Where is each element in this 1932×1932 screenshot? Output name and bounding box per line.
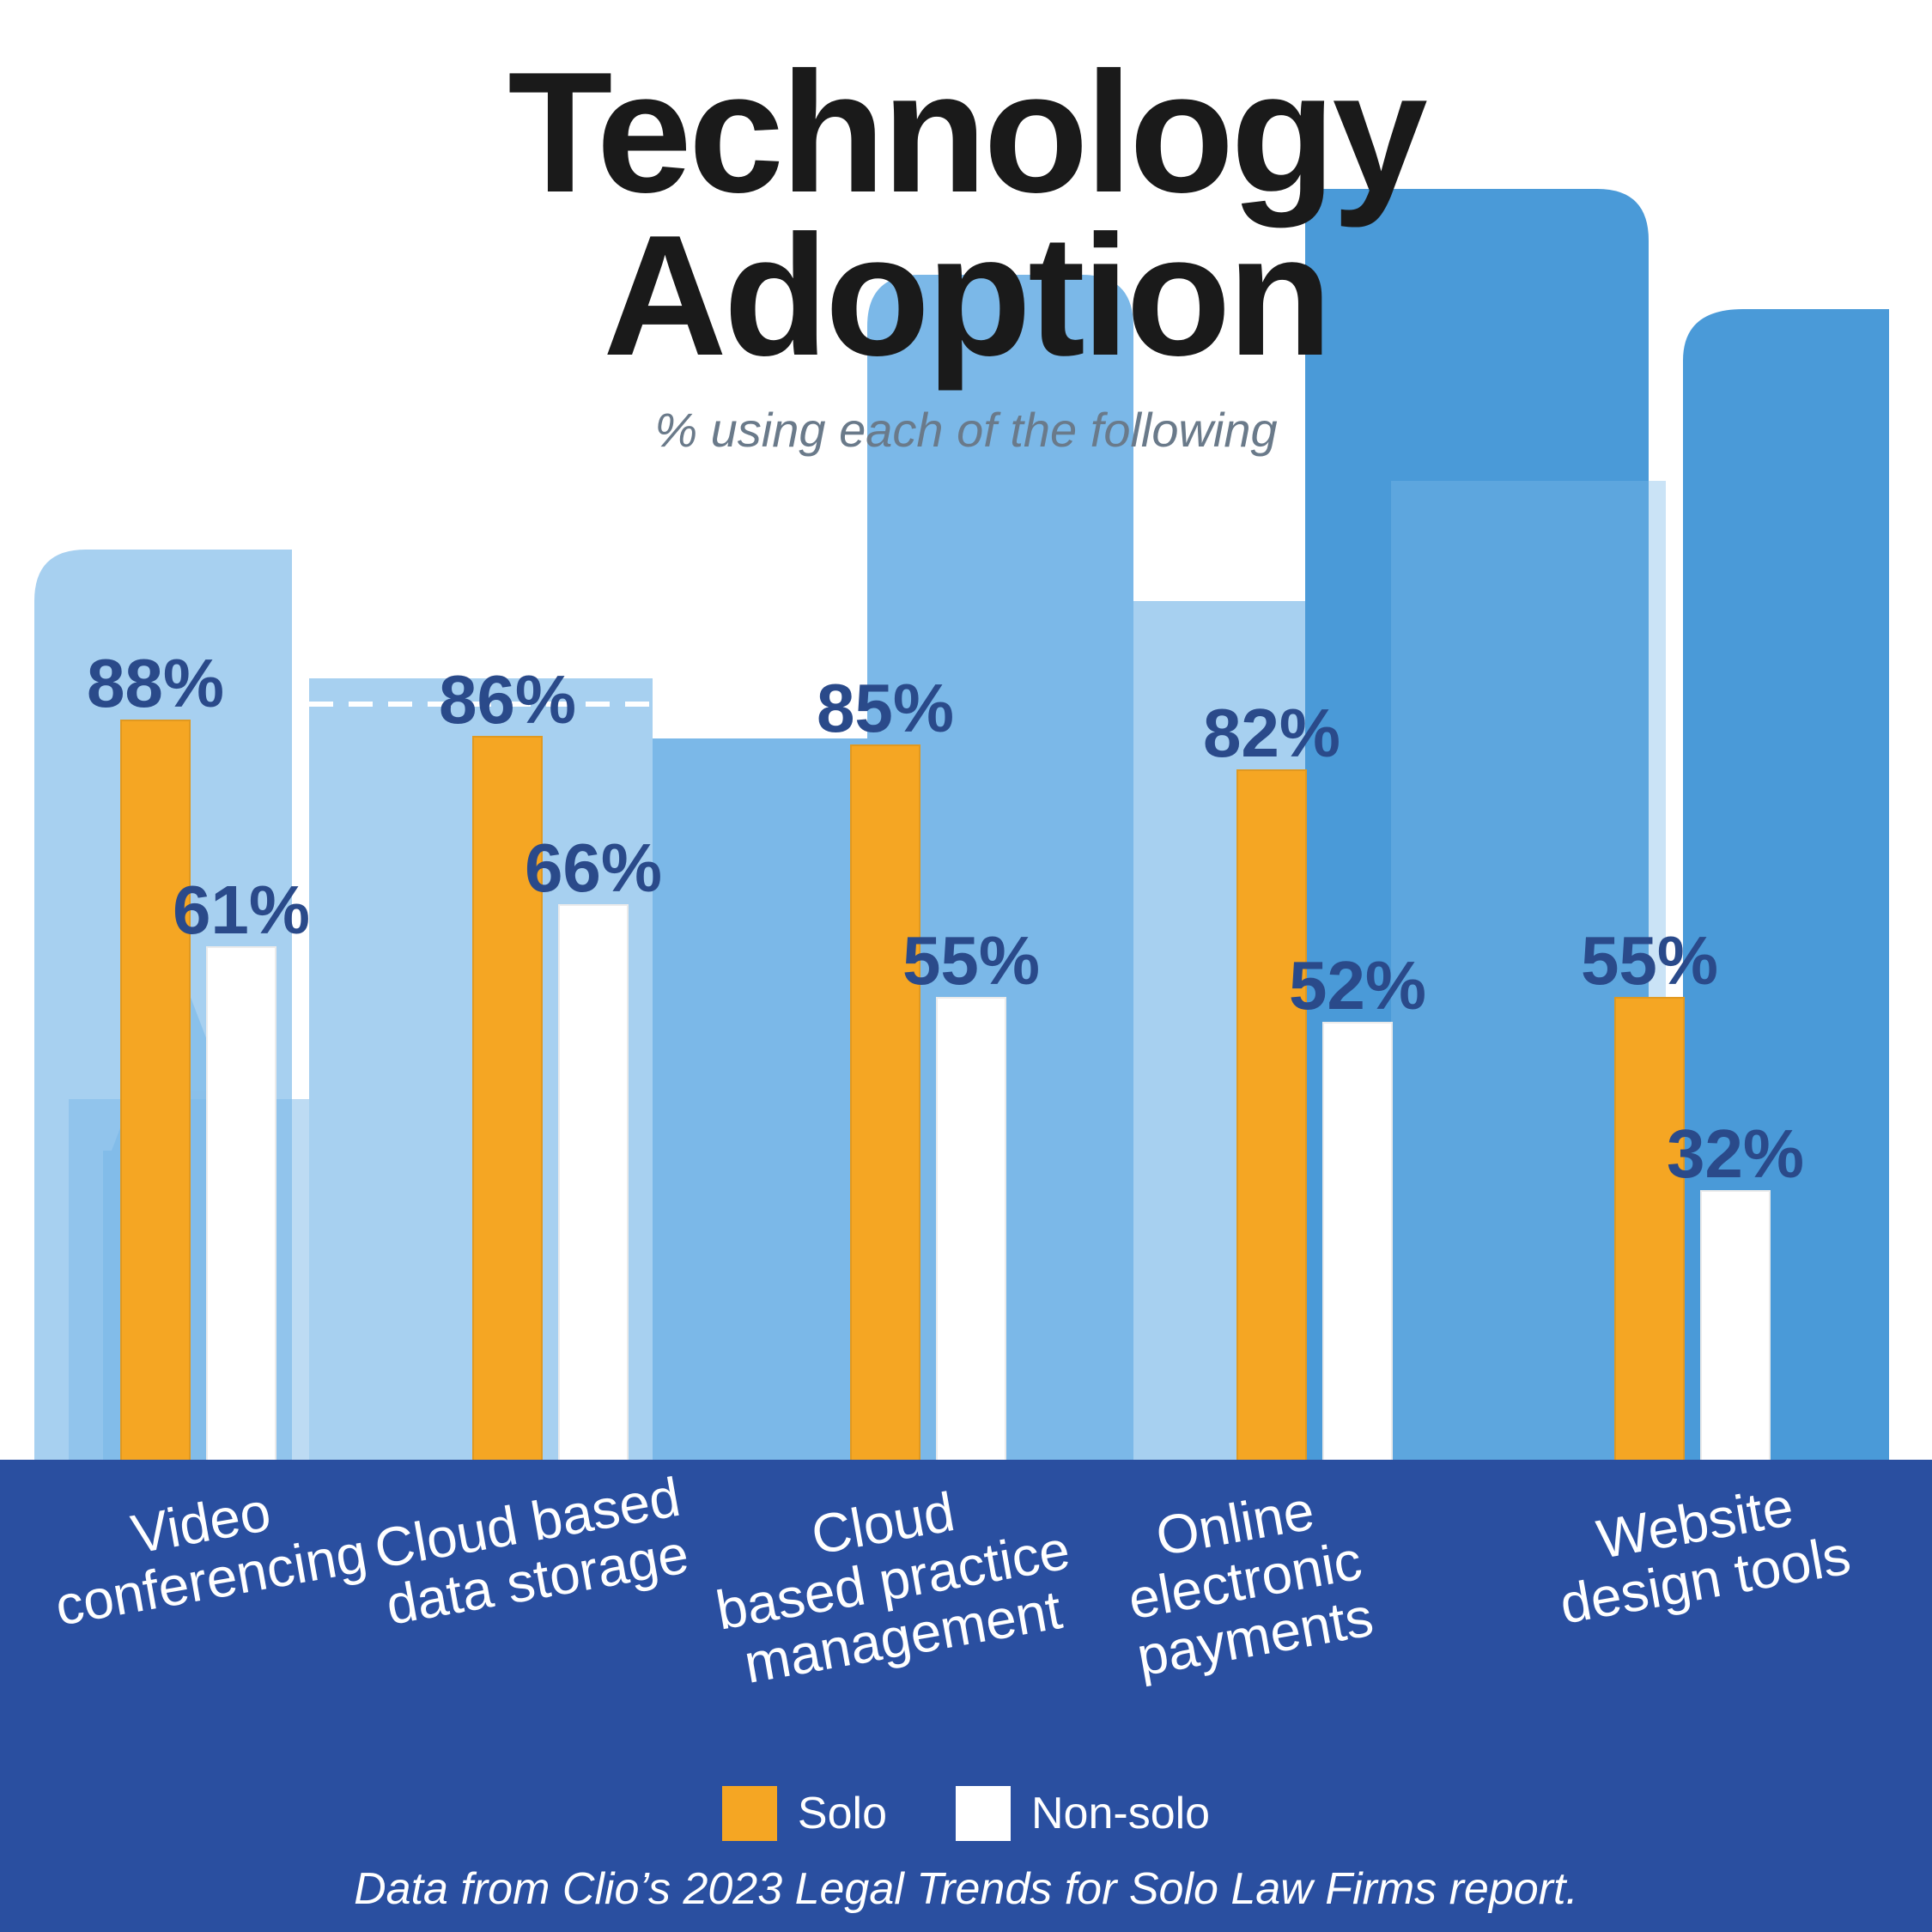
category-label: Website design tools — [1513, 1464, 1888, 1640]
category-labels: Video conferencingCloud based data stora… — [0, 0, 1932, 1932]
legend: Solo Non-solo — [0, 1786, 1932, 1841]
legend-item: Solo — [722, 1786, 887, 1841]
category-label: Cloud based practice management — [701, 1464, 1086, 1697]
legend-swatch — [722, 1786, 777, 1841]
category-label: Video conferencing — [19, 1464, 394, 1640]
source-line: Data from Clio’s 2023 Legal Trends for S… — [0, 1863, 1932, 1915]
legend-label: Solo — [798, 1788, 887, 1839]
legend-label: Non-solo — [1031, 1788, 1210, 1839]
legend-swatch — [956, 1786, 1011, 1841]
category-label: Cloud based data storage — [345, 1464, 720, 1640]
category-label: Online electronic payments — [1053, 1464, 1438, 1697]
legend-item: Non-solo — [956, 1786, 1210, 1841]
